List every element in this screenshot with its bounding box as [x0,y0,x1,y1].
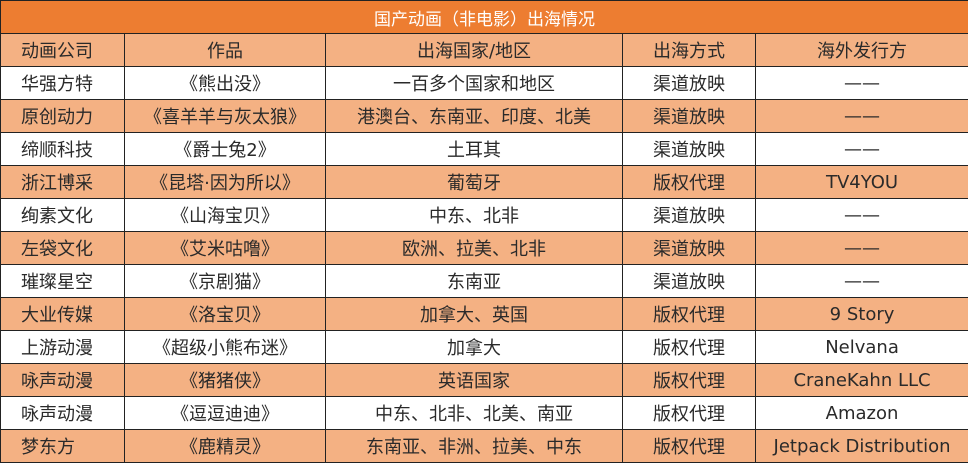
cell-company: 华强方特 [0,66,125,100]
cell-region: 东南亚 [325,264,623,298]
cell-company: 大业传媒 [0,297,125,331]
column-header-work: 作品 [124,33,326,67]
cell-method: 渠道放映 [622,198,756,232]
table-row: 左袋文化 《艾米咕噜》 欧洲、拉美、北非 渠道放映 —— [0,231,968,265]
cell-work: 《猪猪侠》 [124,363,326,397]
cell-distributor: —— [754,132,968,166]
cell-company: 左袋文化 [0,231,125,265]
cell-distributor: —— [754,231,968,265]
cell-company: 原创动力 [0,99,125,133]
cell-distributor: Amazon [754,396,968,430]
table-title: 国产动画（非电影）出海情况 [0,0,968,34]
cell-distributor: Nelvana [754,330,968,364]
table-row: 原创动力 《喜羊羊与灰太狼》 港澳台、东南亚、印度、北美 渠道放映 —— [0,99,968,133]
cell-region: 一百多个国家和地区 [325,66,623,100]
column-header-distributor: 海外发行方 [754,33,968,67]
cell-method: 版权代理 [622,330,756,364]
cell-work: 《昆塔·因为所以》 [124,165,326,199]
cell-distributor: —— [754,66,968,100]
cell-method: 版权代理 [622,165,756,199]
cell-method: 版权代理 [622,429,756,463]
cell-distributor: —— [754,99,968,133]
table-row: 梦东方 《鹿精灵》 东南亚、非洲、拉美、中东 版权代理 Jetpack Distribu… [0,429,968,463]
cell-method: 渠道放映 [622,66,756,100]
cell-company: 咏声动漫 [0,363,125,397]
cell-method: 渠道放映 [622,264,756,298]
cell-company: 璀璨星空 [0,264,125,298]
table-row: 咏声动漫 《猪猪侠》 英语国家 版权代理 CraneKahn LLC [0,363,968,397]
cell-region: 葡萄牙 [325,165,623,199]
cell-method: 版权代理 [622,363,756,397]
column-header-method: 出海方式 [622,33,756,67]
cell-region: 加拿大 [325,330,623,364]
cell-region: 中东、北非、北美、南亚 [325,396,623,430]
table-row: 华强方特 《熊出没》 一百多个国家和地区 渠道放映 —— [0,66,968,100]
cell-work: 《京剧猫》 [124,264,326,298]
table-row: 咏声动漫 《逗逗迪迪》 中东、北非、北美、南亚 版权代理 Amazon [0,396,968,430]
table-row: 上游动漫 《超级小熊布迷》 加拿大 版权代理 Nelvana [0,330,968,364]
cell-company: 咏声动漫 [0,396,125,430]
cell-method: 渠道放映 [622,132,756,166]
cell-work: 《爵士兔2》 [124,132,326,166]
cell-method: 版权代理 [622,297,756,331]
cell-work: 《喜羊羊与灰太狼》 [124,99,326,133]
cell-region: 欧洲、拉美、北非 [325,231,623,265]
table-row: 大业传媒 《洛宝贝》 加拿大、英国 版权代理 9 Story [0,297,968,331]
cell-work: 《山海宝贝》 [124,198,326,232]
cell-company: 上游动漫 [0,330,125,364]
cell-distributor: —— [754,198,968,232]
cell-method: 渠道放映 [622,99,756,133]
cell-company: 梦东方 [0,429,125,463]
column-header-company: 动画公司 [0,33,125,67]
cell-company: 绚素文化 [0,198,125,232]
cell-work: 《鹿精灵》 [124,429,326,463]
cell-work: 《艾米咕噜》 [124,231,326,265]
cell-region: 英语国家 [325,363,623,397]
cell-distributor: —— [754,264,968,298]
cell-method: 渠道放映 [622,231,756,265]
cell-work: 《洛宝贝》 [124,297,326,331]
cell-company: 浙江博采 [0,165,125,199]
cell-region: 加拿大、英国 [325,297,623,331]
table-row: 浙江博采 《昆塔·因为所以》 葡萄牙 版权代理 TV4YOU [0,165,968,199]
table-row: 缔顺科技 《爵士兔2》 土耳其 渠道放映 —— [0,132,968,166]
cell-region: 东南亚、非洲、拉美、中东 [325,429,623,463]
cell-company: 缔顺科技 [0,132,125,166]
cell-work: 《逗逗迪迪》 [124,396,326,430]
column-header-region: 出海国家/地区 [325,33,623,67]
cell-distributor: CraneKahn LLC [754,363,968,397]
cell-distributor: TV4YOU [754,165,968,199]
header-row: 动画公司 作品 出海国家/地区 出海方式 海外发行方 [0,33,968,67]
cell-work: 《熊出没》 [124,66,326,100]
cell-region: 港澳台、东南亚、印度、北美 [325,99,623,133]
cell-work: 《超级小熊布迷》 [124,330,326,364]
cell-distributor: Jetpack Distribution [754,429,968,463]
cell-region: 中东、北非 [325,198,623,232]
table-row: 绚素文化 《山海宝贝》 中东、北非 渠道放映 —— [0,198,968,232]
cell-region: 土耳其 [325,132,623,166]
table-row: 璀璨星空 《京剧猫》 东南亚 渠道放映 —— [0,264,968,298]
cell-distributor: 9 Story [754,297,968,331]
cell-method: 版权代理 [622,396,756,430]
